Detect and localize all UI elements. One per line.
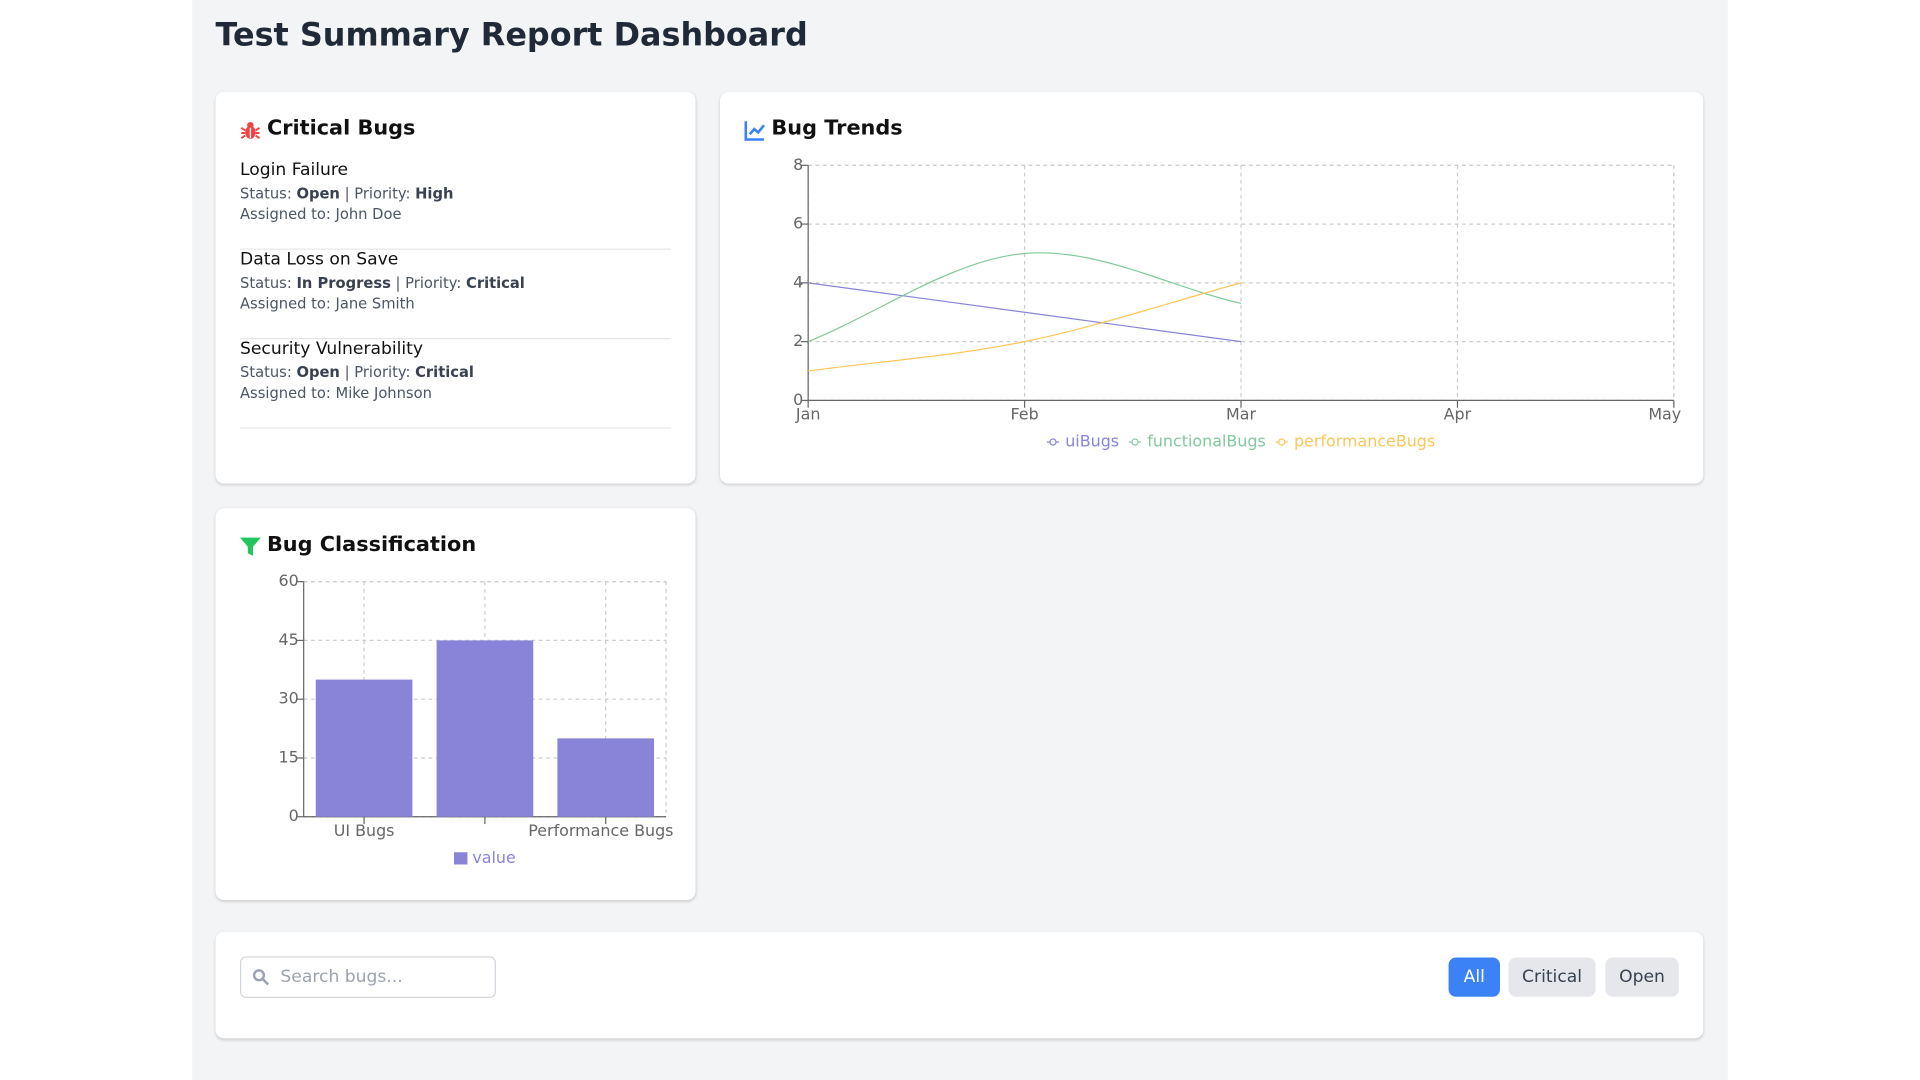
y-tick-label: 2 <box>793 331 803 350</box>
status-label: Status: <box>240 274 292 292</box>
separator: | <box>344 184 350 203</box>
priority-label: Priority: <box>405 274 462 292</box>
bug-title: Security Vulnerability <box>240 339 424 359</box>
x-tick-label: Performance Bugs <box>528 821 673 840</box>
filter-button[interactable]: All <box>1448 957 1500 997</box>
legend-label: value <box>472 848 515 867</box>
priority-label: Priority: <box>354 184 411 203</box>
separator: | <box>395 274 401 292</box>
assignee: Jane Smith <box>335 295 415 313</box>
bug-item: Security Vulnerability Status: Open | Pri… <box>240 339 672 429</box>
assignee: John Doe <box>335 205 402 223</box>
x-tick-label: Mar <box>1226 405 1256 424</box>
series-line <box>808 282 1242 343</box>
legend-symbol <box>1278 438 1286 446</box>
bug-assigned-line: Assigned to: Jane Smith <box>240 295 415 312</box>
filter-icon <box>240 537 261 556</box>
legend-symbol <box>453 852 468 865</box>
series-line <box>808 282 1242 372</box>
legend-symbol <box>1131 438 1139 446</box>
legend: value <box>453 848 516 867</box>
search-placeholder: Search bugs... <box>280 967 403 987</box>
filter-button[interactable]: Critical <box>1508 957 1596 997</box>
search-input[interactable]: Search bugs... <box>240 956 496 998</box>
legend-label: functionalBugs <box>1147 432 1266 451</box>
x-tick-label: Apr <box>1444 405 1472 424</box>
status-value: Open <box>296 363 340 381</box>
page-title: Test Summary Report Dashboard <box>215 17 808 54</box>
priority-value: Critical <box>466 274 525 292</box>
bug-icon <box>240 121 261 140</box>
filter-bar: Search bugs... All Critical Open <box>215 931 1704 1039</box>
legend-label: uiBugs <box>1065 432 1119 451</box>
priority-value: Critical <box>415 363 474 381</box>
card-title: Bug Classification <box>266 532 477 558</box>
y-tick-label: 15 <box>279 747 299 766</box>
bug-trends-card: Bug Trends <box>720 91 1704 484</box>
bug-title: Login Failure <box>240 160 349 180</box>
critical-bugs-card: Critical Bugs Login Failure Status: Open … <box>215 91 696 484</box>
bug-title: Data Loss on Save <box>240 249 399 270</box>
filter-button[interactable]: Open <box>1605 957 1679 997</box>
priority-label: Priority: <box>354 363 411 381</box>
card-title: Critical Bugs <box>266 116 416 141</box>
bar <box>315 679 413 817</box>
x-tick-label: Feb <box>1011 405 1039 424</box>
x-tick-label: May <box>1648 405 1681 424</box>
legend-symbol <box>1049 438 1057 446</box>
bar <box>557 738 655 817</box>
y-tick-label: 0 <box>793 390 803 409</box>
assigned-label: Assigned to: <box>240 295 331 313</box>
assigned-label: Assigned to: <box>240 205 331 223</box>
y-tick-label: 4 <box>793 272 803 291</box>
assignee: Mike Johnson <box>335 384 432 402</box>
status-value: Open <box>296 184 340 203</box>
priority-value: High <box>415 184 454 203</box>
y-tick-label: 45 <box>279 630 299 649</box>
bug-status-line: Status: In Progress | Priority: Critical <box>240 274 525 291</box>
bug-assigned-line: Assigned to: John Doe <box>240 206 401 223</box>
bar <box>436 640 534 817</box>
y-tick-label: 0 <box>289 806 299 825</box>
status-label: Status: <box>240 184 292 203</box>
series-line <box>807 252 1242 343</box>
bug-status-line: Status: Open | Priority: High <box>240 185 453 202</box>
bug-assigned-line: Assigned to: Mike Johnson <box>240 384 432 401</box>
card-title: Bug Trends <box>771 116 903 141</box>
x-tick-label: UI Bugs <box>334 821 395 840</box>
y-tick-label: 8 <box>793 155 803 174</box>
x-tick-label: Jan <box>795 405 821 424</box>
legend: uiBugs functionalBugs performanceBugs <box>1046 432 1435 451</box>
search-icon <box>252 969 270 986</box>
bug-status-line: Status: Open | Priority: Critical <box>240 364 474 381</box>
legend-label: performanceBugs <box>1294 432 1435 451</box>
separator: | <box>344 363 350 381</box>
bug-item: Login Failure Status: Open | Priority: Hi… <box>240 160 672 250</box>
status-label: Status: <box>240 363 292 381</box>
bug-item: Data Loss on Save Status: In Progress | P… <box>240 249 672 340</box>
assigned-label: Assigned to: <box>240 384 331 402</box>
chart-icon <box>744 121 766 141</box>
y-tick-label: 60 <box>279 571 299 590</box>
y-tick-label: 30 <box>279 689 299 708</box>
status-value: In Progress <box>296 274 391 292</box>
y-tick-label: 6 <box>793 214 803 233</box>
